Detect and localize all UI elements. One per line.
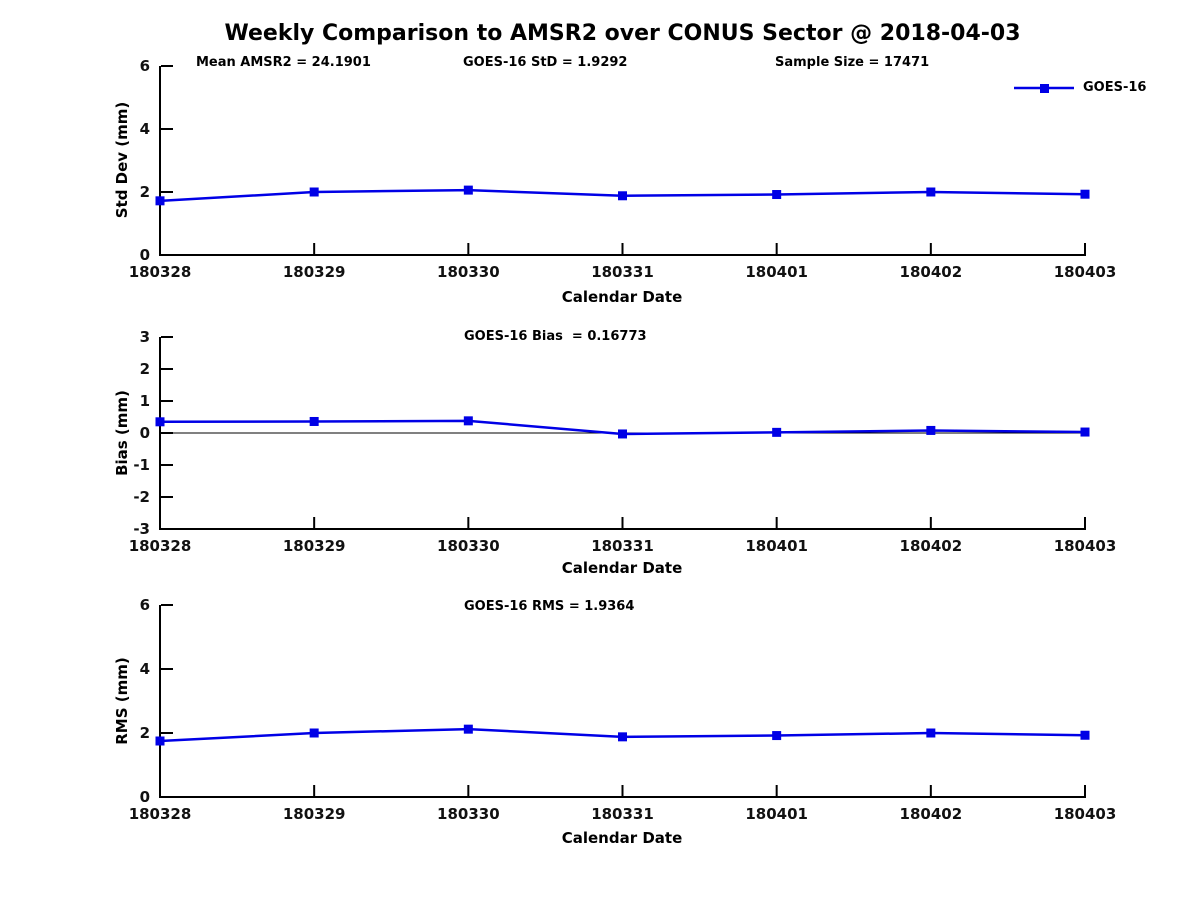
x-tick-label: 180401 xyxy=(745,805,808,823)
data-point-marker xyxy=(772,190,782,200)
y-tick-label: 3 xyxy=(140,328,150,346)
bias-plot: -3 -2 -1 0 1 2 3 180328 180329 180330 180331 180401… xyxy=(129,328,1117,555)
y-tick-label: -2 xyxy=(133,488,150,506)
figure-title: Weekly Comparison to AMSR2 over CONUS Se… xyxy=(224,21,1021,46)
bias-x-axis-label: Calendar Date xyxy=(561,559,683,577)
data-point-marker xyxy=(926,425,936,435)
x-tick-label: 180329 xyxy=(283,263,346,281)
data-point-marker xyxy=(772,427,782,437)
annotation-goes16-bias: GOES-16 Bias = 0.16773 xyxy=(464,329,647,344)
x-tick-label: 180331 xyxy=(591,537,654,555)
x-tick-label: 180330 xyxy=(437,805,500,823)
legend-marker-icon xyxy=(1040,83,1049,93)
data-point-marker xyxy=(1080,427,1090,437)
legend-label: GOES-16 xyxy=(1083,80,1147,95)
data-point-marker xyxy=(463,185,473,195)
data-point-marker xyxy=(618,429,627,439)
y-tick-label: 0 xyxy=(140,246,150,264)
y-tick-label: 1 xyxy=(140,392,150,410)
x-tick-label: 180401 xyxy=(745,263,808,281)
x-tick-label: 180329 xyxy=(283,805,346,823)
rms-plot: 0 2 4 6 180328 180329 180330 180331 180401 180402… xyxy=(129,596,1117,823)
stddev-plot: 0 2 4 6 180328 180329 180330 180331 180401 180402… xyxy=(129,57,1117,281)
annotation-sample-size: Sample Size = 17471 xyxy=(775,55,930,70)
x-tick-label: 180403 xyxy=(1054,263,1117,281)
data-point-marker xyxy=(309,416,319,426)
x-tick-label: 180330 xyxy=(437,263,500,281)
data-point-marker xyxy=(772,731,782,741)
data-point-marker xyxy=(1080,189,1090,199)
data-point-marker xyxy=(926,187,936,197)
annotation-goes16-std: GOES-16 StD = 1.9292 xyxy=(463,55,628,70)
x-tick-label: 180331 xyxy=(591,263,654,281)
legend: GOES-16 xyxy=(1013,80,1146,95)
data-point-marker xyxy=(618,191,627,201)
x-tick-label: 180328 xyxy=(129,537,192,555)
x-tick-label: 180402 xyxy=(900,805,963,823)
x-tick-label: 180330 xyxy=(437,537,500,555)
data-point-marker xyxy=(309,187,319,197)
x-tick-label: 180403 xyxy=(1054,537,1117,555)
data-point-marker xyxy=(155,196,165,206)
y-tick-label: 2 xyxy=(140,183,150,201)
x-tick-label: 180328 xyxy=(129,805,192,823)
y-tick-label: -3 xyxy=(133,520,150,538)
rms-x-axis-label: Calendar Date xyxy=(561,829,683,847)
x-tick-label: 180331 xyxy=(591,805,654,823)
y-tick-label: 4 xyxy=(140,120,150,138)
y-tick-label: 6 xyxy=(140,596,150,614)
data-point-marker xyxy=(155,736,165,746)
y-tick-label: 0 xyxy=(140,424,150,442)
legend-line-icon xyxy=(1014,83,1074,93)
y-tick-label: 0 xyxy=(140,788,150,806)
data-point-marker xyxy=(463,724,473,734)
data-point-marker xyxy=(309,728,319,738)
x-tick-label: 180402 xyxy=(900,537,963,555)
data-point-marker xyxy=(926,728,936,738)
stddev-x-axis-label: Calendar Date xyxy=(561,288,683,306)
annotation-mean-amsr2: Mean AMSR2 = 24.1901 xyxy=(196,55,371,70)
y-tick-label: 2 xyxy=(140,724,150,742)
data-point-marker xyxy=(463,416,473,426)
y-tick-label: 6 xyxy=(140,57,150,75)
y-tick-label: 4 xyxy=(140,660,150,678)
x-tick-label: 180403 xyxy=(1054,805,1117,823)
y-tick-label: -1 xyxy=(133,456,150,474)
y-tick-label: 2 xyxy=(140,360,150,378)
data-point-marker xyxy=(618,732,627,742)
x-tick-label: 180329 xyxy=(283,537,346,555)
x-tick-label: 180402 xyxy=(900,263,963,281)
data-point-marker xyxy=(1080,730,1090,740)
x-tick-label: 180328 xyxy=(129,263,192,281)
annotation-goes16-rms: GOES-16 RMS = 1.9364 xyxy=(464,599,635,614)
data-point-marker xyxy=(155,417,165,427)
x-tick-label: 180401 xyxy=(745,537,808,555)
